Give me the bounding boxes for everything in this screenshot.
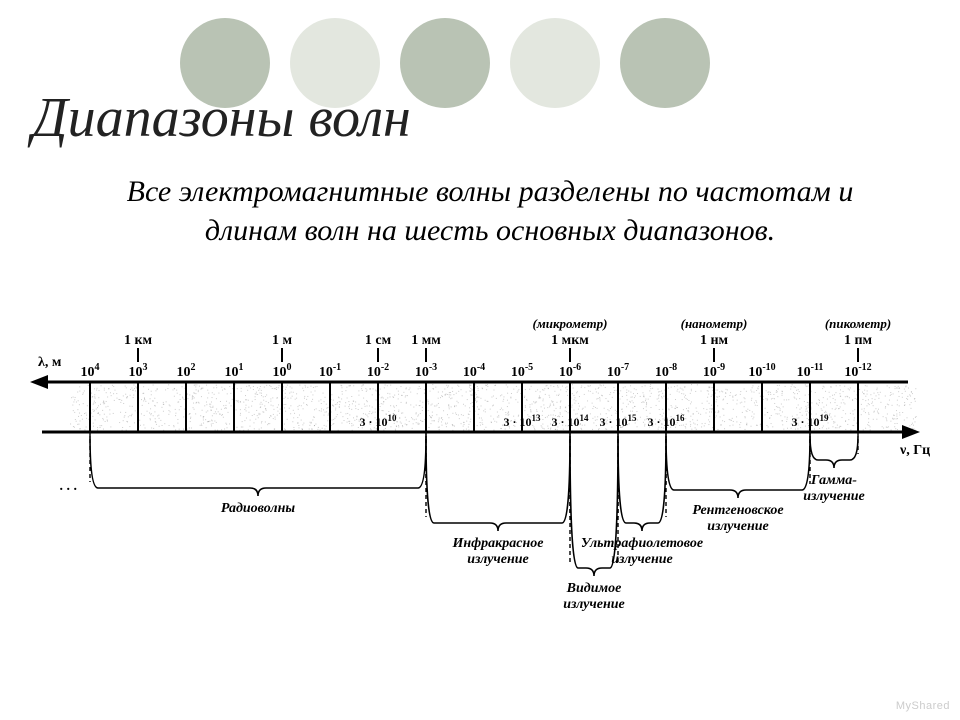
svg-text:10-4: 10-4 [463,362,485,380]
svg-text:10-3: 10-3 [415,362,437,380]
svg-text:101: 101 [225,362,244,380]
svg-text:излучение: излучение [467,552,528,567]
svg-text:104: 104 [81,362,100,380]
watermark: MyShared [896,700,950,712]
svg-text:(пикометр): (пикометр) [825,316,891,331]
svg-text:излучение: излучение [803,489,864,504]
svg-text:100: 100 [273,362,292,380]
svg-text:. . .: . . . [60,479,78,494]
svg-text:1 пм: 1 пм [844,333,873,348]
svg-text:3 · 1014: 3 · 1014 [551,413,589,429]
page-subtitle: Все электромагнитные волны разделены по … [80,172,900,250]
svg-text:излучение: излучение [563,597,624,612]
svg-text:Радиоволны: Радиоволны [221,501,295,516]
svg-text:10-10: 10-10 [748,362,775,380]
decor-circle [400,18,490,108]
svg-text:1 см: 1 см [365,333,392,348]
svg-text:Ультрафиолетовое: Ультрафиолетовое [581,536,703,551]
svg-text:1 мм: 1 мм [411,333,441,348]
decor-circle [620,18,710,108]
svg-text:излучение: излучение [707,519,768,534]
svg-text:10-12: 10-12 [844,362,871,380]
svg-text:3 · 1019: 3 · 1019 [791,413,829,429]
svg-text:10-11: 10-11 [797,362,824,380]
svg-text:10-9: 10-9 [703,362,725,380]
svg-text:Гамма-: Гамма- [810,473,857,488]
svg-text:103: 103 [129,362,148,380]
svg-text:(нанометр): (нанометр) [681,316,748,331]
svg-text:102: 102 [177,362,196,380]
svg-text:3 · 1013: 3 · 1013 [503,413,541,429]
svg-text:Видимое: Видимое [566,581,622,596]
svg-text:(микрометр): (микрометр) [532,316,607,331]
svg-text:1 м: 1 м [272,333,293,348]
svg-text:10-6: 10-6 [559,362,581,380]
page-title: Диапазоны волн [32,86,411,150]
svg-text:10-7: 10-7 [607,362,629,380]
svg-text:Рентгеновское: Рентгеновское [692,503,783,518]
svg-text:3 · 1016: 3 · 1016 [647,413,685,429]
svg-text:3 · 1015: 3 · 1015 [599,413,637,429]
svg-text:1 мкм: 1 мкм [551,333,589,348]
svg-text:λ, м: λ, м [38,355,62,370]
svg-text:10-2: 10-2 [367,362,389,380]
spectrum-diagram: λ, м ν, Гц 104 103 102 101 100 10-1 10-2 10-3 10-4… [20,310,940,670]
decor-circle [510,18,600,108]
svg-text:Инфракрасное: Инфракрасное [452,536,544,551]
svg-text:излучение: излучение [611,552,672,567]
svg-text:1 нм: 1 нм [700,333,729,348]
svg-text:1 км: 1 км [124,333,153,348]
svg-text:10-1: 10-1 [319,362,341,380]
svg-text:ν, Гц: ν, Гц [899,443,930,458]
svg-text:10-5: 10-5 [511,362,533,380]
svg-text:10-8: 10-8 [655,362,677,380]
